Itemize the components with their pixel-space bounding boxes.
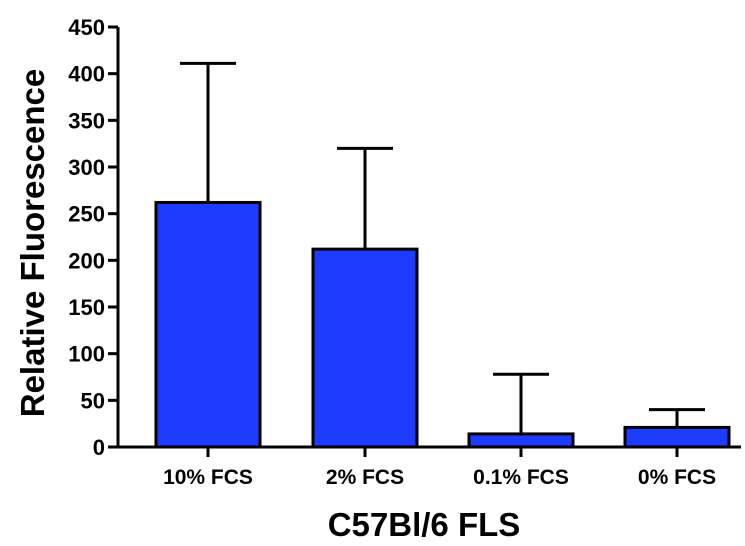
x-axis-tick-labels: 10% FCS 2% FCS 0.1% FCS 0% FCS <box>163 447 716 489</box>
y-tick-label: 400 <box>68 62 105 87</box>
error-bars <box>180 61 705 434</box>
x-tick-label: 0.1% FCS <box>473 466 569 489</box>
y-tick-label: 150 <box>68 295 105 320</box>
x-tick-label: 2% FCS <box>326 466 404 489</box>
y-tick-label: 250 <box>68 202 105 227</box>
y-tick-label: 200 <box>68 248 105 273</box>
bar <box>467 432 575 449</box>
y-axis-ticks: 0 50 100 150 200 250 300 350 400 450 <box>68 15 118 460</box>
x-axis-title: C57Bl/6 FLS <box>328 506 521 543</box>
bar <box>311 247 419 449</box>
x-tick-label: 0% FCS <box>638 466 716 489</box>
y-axis-title: Relative Fluorescence <box>14 69 51 418</box>
y-tick-label: 300 <box>68 155 105 180</box>
y-tick-label: 50 <box>81 388 105 413</box>
bars <box>154 200 731 449</box>
y-tick-label: 0 <box>93 435 105 460</box>
y-tick-label: 450 <box>68 15 105 40</box>
y-tick-label: 350 <box>68 108 105 133</box>
bar <box>154 200 262 449</box>
bar <box>623 425 731 449</box>
x-tick-label: 10% FCS <box>163 466 253 489</box>
y-tick-label: 100 <box>68 342 105 367</box>
